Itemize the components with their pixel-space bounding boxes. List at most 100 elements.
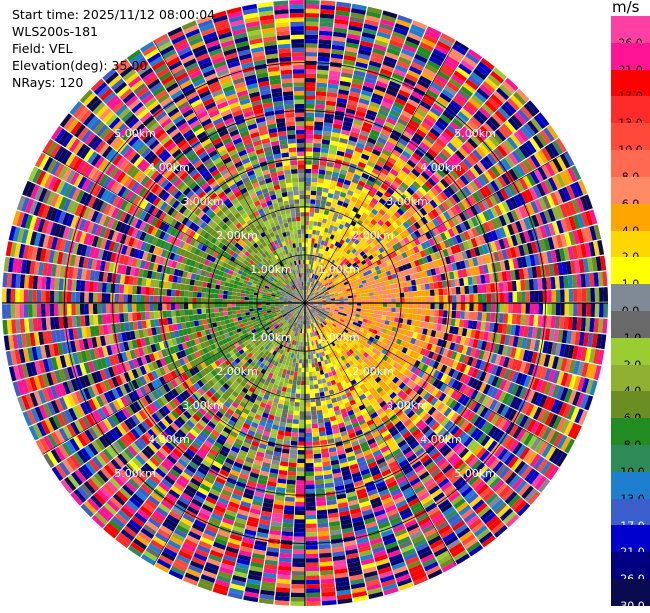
velocity-gate: [391, 298, 395, 302]
velocity-gate: [292, 428, 298, 433]
velocity-gate: [307, 337, 309, 341]
velocity-gate: [306, 601, 321, 606]
velocity-gate: [305, 13, 319, 18]
velocity-gate: [306, 476, 315, 481]
velocity-gate: [316, 83, 327, 88]
velocity-gate: [425, 283, 430, 289]
velocity-gate: [322, 378, 327, 383]
velocity-gate: [319, 431, 326, 436]
velocity-gate: [373, 291, 378, 295]
velocity-gate: [301, 389, 305, 393]
velocity-gate: [315, 475, 324, 480]
velocity-gate: [478, 294, 483, 303]
velocity-gate: [305, 195, 310, 199]
velocity-gate: [310, 256, 313, 261]
velocity-gate: [295, 393, 300, 398]
velocity-gate: [421, 315, 426, 321]
velocity-gate: [319, 213, 324, 218]
velocity-gate: [292, 567, 305, 572]
velocity-gate: [299, 433, 305, 437]
velocity-gate: [309, 221, 313, 226]
velocity-gate: [577, 303, 582, 316]
velocity-gate: [291, 584, 305, 589]
velocity-gate: [396, 298, 400, 303]
velocity-gate: [291, 441, 298, 446]
velocity-gate: [305, 415, 311, 419]
velocity-gate: [306, 554, 318, 559]
velocity-gate: [314, 239, 318, 244]
velocity-gate: [292, 558, 305, 563]
velocity-gate: [305, 126, 314, 131]
velocity-gate: [504, 303, 509, 313]
velocity-gate: [556, 303, 561, 315]
velocity-gate: [292, 432, 299, 437]
velocity-gate: [529, 315, 534, 326]
velocity-gate: [305, 52, 317, 57]
velocity-gate: [315, 484, 324, 489]
velocity-gate: [295, 502, 305, 507]
velocity-gate: [312, 428, 319, 433]
velocity-gate: [382, 311, 387, 315]
velocity-gate: [284, 436, 291, 441]
velocity-gate: [305, 117, 314, 122]
velocity-gate: [320, 436, 327, 441]
velocity-gate: [474, 303, 479, 311]
velocity-gate: [396, 303, 400, 308]
velocity-gate: [319, 209, 324, 214]
velocity-gate: [599, 303, 604, 317]
velocity-gate: [477, 312, 482, 321]
velocity-gate: [295, 511, 305, 516]
velocity-gate: [306, 463, 314, 468]
velocity-gate: [305, 164, 312, 168]
velocity-gate: [307, 260, 309, 264]
velocity-gate: [306, 428, 312, 433]
velocity-gate: [443, 296, 448, 303]
velocity-gate: [305, 17, 319, 22]
velocity-gate: [300, 411, 305, 415]
velocity-gate: [305, 394, 310, 398]
velocity-gate: [547, 303, 552, 315]
velocity-gate: [305, 121, 314, 126]
velocity-gate: [306, 441, 313, 446]
velocity-gate: [305, 87, 315, 92]
velocity-gate: [313, 441, 320, 446]
velocity-gate: [344, 305, 348, 307]
velocity-gate: [296, 389, 301, 394]
velocity-gate: [305, 147, 313, 152]
velocity-gate: [305, 372, 309, 376]
velocity-gate: [311, 182, 317, 187]
velocity-gate: [503, 313, 508, 323]
velocity-gate: [361, 306, 366, 309]
velocity-gate: [315, 117, 324, 122]
velocity-gate: [438, 281, 443, 288]
velocity-gate: [286, 484, 295, 489]
velocity-gate: [586, 303, 591, 317]
velocity-gate: [306, 588, 320, 593]
velocity-gate: [297, 376, 301, 381]
velocity-gate: [564, 289, 569, 302]
velocity-gate: [297, 381, 301, 386]
velocity-gate: [504, 292, 509, 302]
velocity-gate: [291, 437, 298, 442]
velocity-gate: [538, 303, 543, 315]
velocity-gate: [372, 284, 377, 288]
velocity-gate: [309, 380, 313, 385]
velocity-gate: [305, 389, 309, 393]
velocity-gate: [313, 371, 317, 376]
velocity-gate: [301, 337, 303, 341]
velocity-gate: [284, 505, 294, 510]
velocity-gate: [306, 567, 319, 572]
velocity-gate: [526, 303, 531, 314]
velocity-gate: [370, 306, 375, 310]
velocity-gate: [308, 359, 311, 364]
velocity-gate: [291, 389, 296, 394]
velocity-gate: [521, 291, 526, 302]
velocity-gate: [435, 303, 439, 309]
velocity-gate: [285, 427, 292, 432]
velocity-gate: [316, 91, 326, 96]
velocity-gate: [283, 518, 294, 523]
velocity-gate: [425, 316, 430, 322]
velocity-gate: [452, 303, 457, 310]
velocity-gate: [360, 290, 365, 294]
velocity-gate: [314, 458, 322, 463]
